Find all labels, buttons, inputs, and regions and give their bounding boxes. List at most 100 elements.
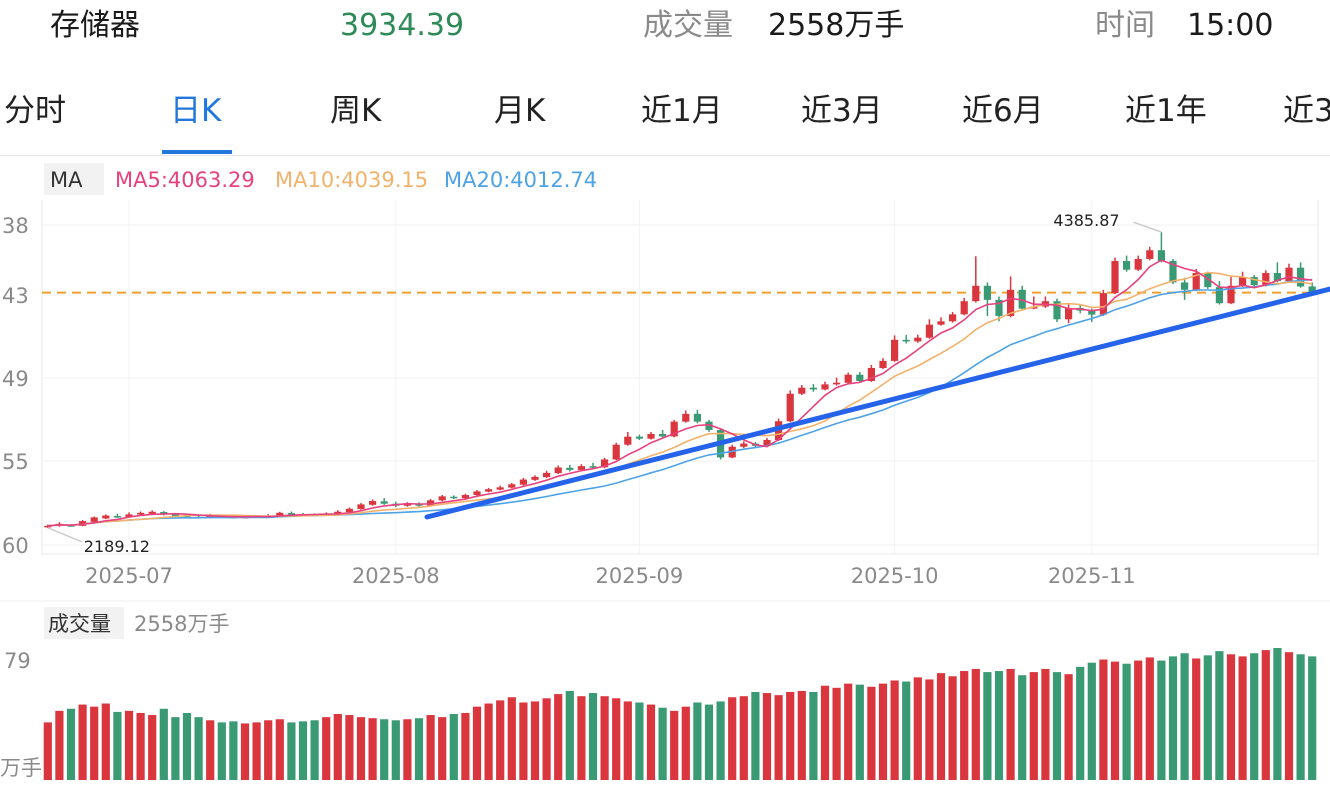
tab-3-month[interactable]: 近3月 <box>801 93 883 129</box>
volume-bar <box>960 671 969 780</box>
ma20-line <box>47 278 1313 527</box>
volume-bar <box>913 677 922 780</box>
tab-intraday[interactable]: 分时 <box>4 93 66 129</box>
date-x-tick: 2025-08 <box>352 564 440 588</box>
candle-body <box>345 508 353 513</box>
volume-bar <box>496 700 505 780</box>
volume-bar <box>159 708 168 780</box>
candle-body <box>693 413 701 422</box>
volume-panel-label: 成交量 <box>48 612 111 636</box>
price-y-tick: 60 <box>2 534 29 558</box>
quote-header: 存储器 3934.39 成交量 2558万手 时间 15:00 <box>0 0 1330 56</box>
candle-body <box>856 374 864 381</box>
volume-bar <box>322 717 331 780</box>
tab-1-year[interactable]: 近1年 <box>1125 93 1207 129</box>
candle-body <box>833 382 841 385</box>
volume-bar <box>948 676 957 780</box>
tab-1-month[interactable]: 近1月 <box>641 93 723 129</box>
candle-body <box>670 421 678 437</box>
candle-body <box>125 514 133 517</box>
volume-bar <box>1052 672 1062 780</box>
volume-bar <box>902 681 911 780</box>
volume-bar <box>855 684 864 780</box>
volume-bar <box>670 710 679 780</box>
ma10-line <box>47 271 1313 527</box>
volume-bar <box>681 706 690 780</box>
volume-bar <box>275 719 284 780</box>
ma-button[interactable]: MA <box>50 168 83 192</box>
tab-weekly-k[interactable]: 周K <box>330 93 382 129</box>
min-price-label: 2189.12 <box>84 537 150 556</box>
time-value: 15:00 <box>1187 8 1274 43</box>
volume-bar <box>298 721 308 780</box>
volume-bar <box>333 714 342 780</box>
candle-body <box>438 496 446 501</box>
candle-body <box>334 511 342 514</box>
volume-bar <box>1273 648 1282 780</box>
price-y-tick: 38 <box>2 214 29 238</box>
volume-bar <box>449 714 458 780</box>
candle-body <box>1262 273 1270 286</box>
volume-bar <box>391 720 400 780</box>
volume-bars <box>43 648 1317 780</box>
volume-bar <box>1284 652 1294 780</box>
candle-body <box>902 339 910 342</box>
price-grid <box>41 200 1319 555</box>
volume-bar <box>693 702 702 780</box>
volume-bar <box>762 693 772 780</box>
candle-body <box>508 484 516 488</box>
volume-bar <box>994 671 1004 780</box>
candle-body <box>1007 289 1015 316</box>
volume-bar <box>890 680 899 780</box>
volume-bar <box>751 692 760 780</box>
ma-button-bg <box>44 163 104 195</box>
volume-panel-value: 2558万手 <box>134 612 229 636</box>
volume-bar <box>229 721 238 780</box>
candle-body <box>90 517 98 522</box>
volume-bar <box>565 690 574 780</box>
ma-lines <box>47 259 1313 527</box>
price-y-tick: 49 <box>2 367 29 391</box>
candle-body <box>1273 273 1281 282</box>
candle-body <box>879 360 887 368</box>
volume-bar <box>1087 662 1096 780</box>
stock-name: 存储器 <box>50 8 140 43</box>
volume-bar <box>287 722 296 780</box>
volume-bar <box>1006 668 1015 780</box>
candle-body <box>485 489 493 492</box>
candle-body <box>682 413 690 422</box>
volume-bar <box>1168 656 1178 780</box>
volume-bar <box>472 706 482 780</box>
volume-bar <box>635 702 644 780</box>
max-label-leader <box>1133 221 1162 233</box>
volume-label-bg <box>44 607 124 639</box>
active-tab-indicator <box>162 150 232 154</box>
volume-bar <box>797 690 806 780</box>
candle-body <box>891 339 899 361</box>
date-x-tick: 2025-07 <box>85 564 173 588</box>
candle-body <box>496 487 504 490</box>
candle-body <box>519 479 527 485</box>
candle-body <box>1157 250 1165 261</box>
volume-bar <box>264 720 273 780</box>
volume-bar <box>1122 663 1131 780</box>
volume-bar <box>206 720 215 780</box>
volume-bar <box>426 715 435 780</box>
candle-body <box>995 299 1003 316</box>
candle-body <box>1239 277 1247 286</box>
candle-body <box>612 444 620 460</box>
volume-bar <box>1308 656 1317 780</box>
tab-6-month[interactable]: 近6月 <box>962 93 1044 129</box>
volume-bar <box>182 712 192 780</box>
legend-ma5: MA5:4063.29 <box>115 168 255 192</box>
volume-bar <box>403 719 412 780</box>
tab-daily-k[interactable]: 日K <box>170 93 222 129</box>
volume-bar <box>55 710 64 780</box>
candle-body <box>1204 273 1212 288</box>
tab-monthly-k[interactable]: 月K <box>494 93 546 129</box>
volume-bar <box>739 696 748 780</box>
candle-body <box>427 500 435 506</box>
tab-3-year[interactable]: 近3 <box>1283 93 1330 129</box>
volume-bar <box>217 722 226 780</box>
